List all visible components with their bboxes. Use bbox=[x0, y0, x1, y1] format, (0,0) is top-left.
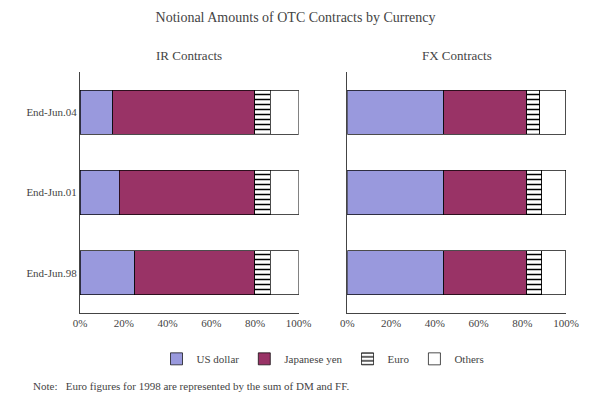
svg-text:40%: 40% bbox=[157, 317, 177, 329]
svg-text:FX Contracts: FX Contracts bbox=[422, 48, 492, 63]
svg-text:40%: 40% bbox=[425, 317, 445, 329]
svg-text:100%: 100% bbox=[286, 317, 312, 329]
svg-text:Note: Euro figures for 1998: Note: Euro figures for 1998 are represen… bbox=[33, 380, 349, 392]
svg-text:IR Contracts: IR Contracts bbox=[156, 48, 222, 63]
svg-text:80%: 80% bbox=[245, 317, 265, 329]
svg-text:Others: Others bbox=[454, 353, 483, 365]
svg-text:100%: 100% bbox=[553, 317, 579, 329]
svg-text:20%: 20% bbox=[381, 317, 401, 329]
svg-text:End-Jun.98: End-Jun.98 bbox=[26, 267, 77, 279]
svg-text:80%: 80% bbox=[512, 317, 532, 329]
svg-text:Euro: Euro bbox=[388, 353, 410, 365]
svg-text:60%: 60% bbox=[468, 317, 488, 329]
svg-text:US dollar: US dollar bbox=[197, 353, 240, 365]
svg-text:60%: 60% bbox=[201, 317, 221, 329]
svg-text:0%: 0% bbox=[73, 317, 88, 329]
svg-text:Notional Amounts of OTC Contra: Notional Amounts of OTC Contracts by Cur… bbox=[156, 10, 436, 25]
svg-text:0%: 0% bbox=[340, 317, 355, 329]
svg-text:20%: 20% bbox=[114, 317, 134, 329]
svg-text:End-Jun.04: End-Jun.04 bbox=[26, 106, 77, 118]
svg-text:End-Jun.01: End-Jun.01 bbox=[26, 186, 76, 198]
svg-text:Japanese yen: Japanese yen bbox=[284, 353, 342, 365]
